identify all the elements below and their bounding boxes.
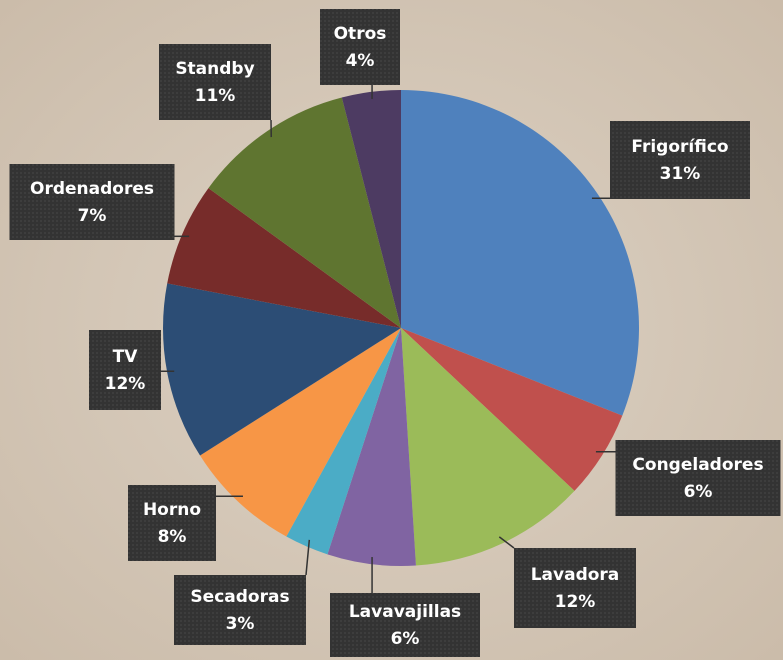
pie-slice: [401, 328, 575, 566]
category-label: Lavavajillas: [349, 602, 461, 622]
labels: Frigorífico 31% Congeladores 6% Lavadora 12% L…: [9, 9, 781, 657]
value-label: 8%: [158, 527, 187, 547]
label-box: [159, 44, 271, 120]
label-box: [174, 575, 306, 645]
category-label: Horno: [143, 500, 201, 520]
label-box: [320, 9, 400, 85]
pie: [163, 90, 640, 566]
pie-slice: [341, 90, 401, 328]
value-label: 12%: [555, 592, 596, 612]
value-label: 31%: [660, 164, 701, 184]
pie-slice: [200, 328, 401, 537]
value-label: 7%: [78, 206, 107, 226]
label-box: [9, 164, 175, 240]
value-label: 12%: [105, 374, 146, 394]
value-label: 6%: [684, 482, 713, 502]
category-label: Congeladores: [632, 455, 763, 475]
pie-slice: [163, 283, 401, 456]
label-box: [514, 548, 636, 628]
value-label: 11%: [195, 86, 236, 106]
label-box: [330, 593, 480, 657]
pie-slice: [401, 90, 640, 416]
category-label: Otros: [334, 24, 387, 44]
pie-slice: [327, 328, 416, 566]
leader-line: [498, 536, 515, 549]
pie-slice: [167, 188, 401, 328]
category-label: TV: [113, 347, 139, 367]
pie-slice: [401, 328, 623, 491]
pie-slice: [208, 97, 401, 329]
label-box: [89, 330, 161, 410]
category-label: Secadoras: [190, 587, 289, 607]
category-label: Ordenadores: [30, 179, 154, 199]
category-label: Standby: [175, 59, 254, 79]
label-box: [610, 121, 750, 199]
label-box: [615, 440, 781, 516]
value-label: 4%: [346, 51, 375, 71]
category-label: Lavadora: [531, 565, 620, 585]
label-box: [128, 485, 216, 561]
leader-line: [305, 539, 311, 576]
value-label: 6%: [391, 629, 420, 649]
value-label: 3%: [226, 614, 255, 634]
category-label: Frigorífico: [631, 137, 728, 157]
pie-slice: [286, 328, 401, 555]
